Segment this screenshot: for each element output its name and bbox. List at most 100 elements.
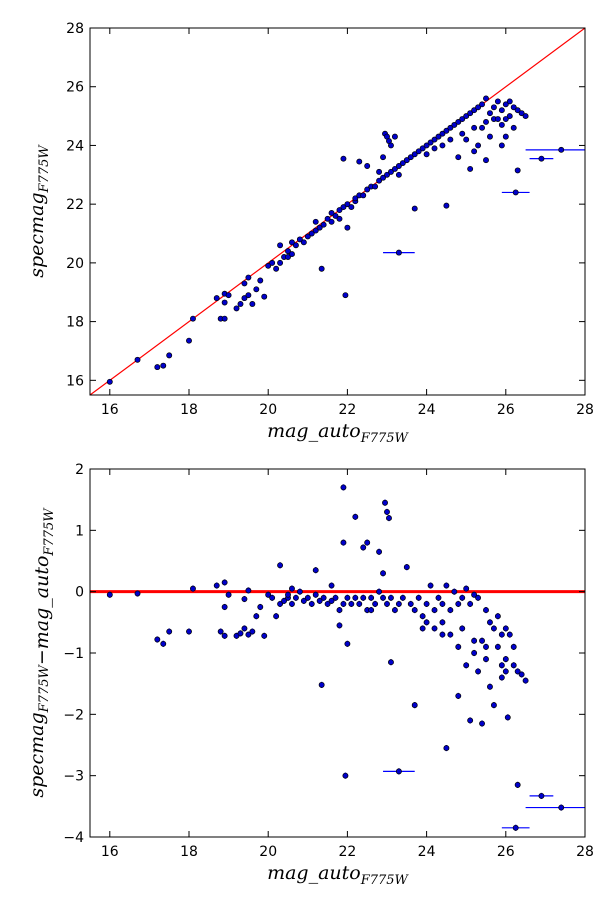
data-point xyxy=(447,607,454,614)
data-point xyxy=(459,594,466,601)
y-tick-label: −2 xyxy=(63,707,84,723)
data-point xyxy=(289,251,295,258)
data-point xyxy=(245,631,252,638)
data-point xyxy=(269,259,276,266)
data-point xyxy=(324,215,331,222)
data-point xyxy=(285,254,291,260)
data-point xyxy=(475,142,482,149)
y-tick-label: 20 xyxy=(66,256,84,272)
data-point xyxy=(154,364,161,371)
data-point xyxy=(285,591,291,598)
data-point xyxy=(463,136,470,143)
data-point xyxy=(510,662,517,669)
data-point xyxy=(190,315,196,322)
data-point xyxy=(368,594,375,601)
data-point xyxy=(439,130,446,137)
plot-area xyxy=(90,28,585,395)
data-point xyxy=(134,590,141,597)
data-point xyxy=(106,591,113,598)
data-point xyxy=(431,625,438,632)
data-point xyxy=(261,293,268,300)
x-tick-label: 18 xyxy=(180,844,198,860)
x-tick-label: 22 xyxy=(338,402,356,418)
data-point xyxy=(360,594,367,601)
x-tick-label: 24 xyxy=(418,402,436,418)
data-point xyxy=(332,212,339,219)
data-point xyxy=(467,717,474,724)
data-point xyxy=(447,124,454,131)
data-point xyxy=(498,674,505,681)
data-point xyxy=(332,594,339,601)
data-point xyxy=(479,720,485,727)
data-point xyxy=(498,142,505,149)
y-tick-label: 2 xyxy=(75,462,84,478)
data-point xyxy=(463,585,470,592)
data-point xyxy=(435,594,442,601)
data-point xyxy=(318,681,325,688)
errorbar-point xyxy=(558,146,565,153)
data-point xyxy=(342,292,349,299)
data-point xyxy=(312,591,319,598)
data-point xyxy=(431,607,438,614)
data-point xyxy=(415,148,422,155)
errorbar-point xyxy=(538,792,545,799)
data-point xyxy=(431,136,438,143)
y-tick-label: −3 xyxy=(63,769,84,785)
data-point xyxy=(344,640,351,647)
data-point xyxy=(160,362,167,369)
data-point xyxy=(443,202,450,209)
data-point xyxy=(384,508,390,515)
data-point xyxy=(502,656,509,663)
data-point xyxy=(443,745,450,752)
data-point xyxy=(479,637,485,644)
data-point xyxy=(427,139,434,146)
data-point xyxy=(423,600,430,607)
data-point xyxy=(439,142,446,149)
data-point xyxy=(328,218,335,225)
data-point xyxy=(245,587,252,594)
data-point xyxy=(395,600,402,607)
data-point xyxy=(467,165,474,172)
x-tick-label: 20 xyxy=(259,844,277,860)
data-point xyxy=(257,277,264,284)
y-tick-label: 16 xyxy=(66,373,84,389)
data-point xyxy=(475,668,482,675)
data-point xyxy=(269,594,276,601)
errorbar-point xyxy=(558,804,565,811)
data-point xyxy=(221,299,228,306)
data-point xyxy=(419,625,426,632)
data-point xyxy=(312,218,319,225)
data-point xyxy=(221,632,228,639)
y-tick-label: 0 xyxy=(75,585,84,601)
data-point xyxy=(471,591,478,598)
data-point xyxy=(395,163,402,169)
data-point xyxy=(376,588,383,595)
y-tick-label: 1 xyxy=(75,523,84,539)
data-point xyxy=(213,295,220,302)
data-point xyxy=(522,677,529,684)
x-tick-label: 16 xyxy=(101,844,119,860)
data-point xyxy=(380,594,386,601)
x-tick-label: 16 xyxy=(101,402,119,418)
data-point xyxy=(344,594,351,601)
data-point xyxy=(285,248,291,255)
data-point xyxy=(289,239,295,246)
data-point xyxy=(494,643,501,650)
data-point xyxy=(514,167,521,174)
data-point xyxy=(304,233,311,240)
data-point xyxy=(502,101,509,108)
data-point xyxy=(451,588,458,595)
data-point xyxy=(225,591,232,598)
data-point xyxy=(289,585,295,592)
data-point xyxy=(344,224,351,231)
data-point xyxy=(467,110,474,117)
errorbar-point xyxy=(395,768,402,775)
data-point xyxy=(166,352,173,359)
data-point xyxy=(328,597,335,604)
data-point xyxy=(265,591,272,598)
data-point xyxy=(340,204,347,211)
data-point xyxy=(221,315,228,322)
data-point xyxy=(514,781,521,788)
data-point xyxy=(134,356,141,363)
data-point xyxy=(455,643,462,650)
